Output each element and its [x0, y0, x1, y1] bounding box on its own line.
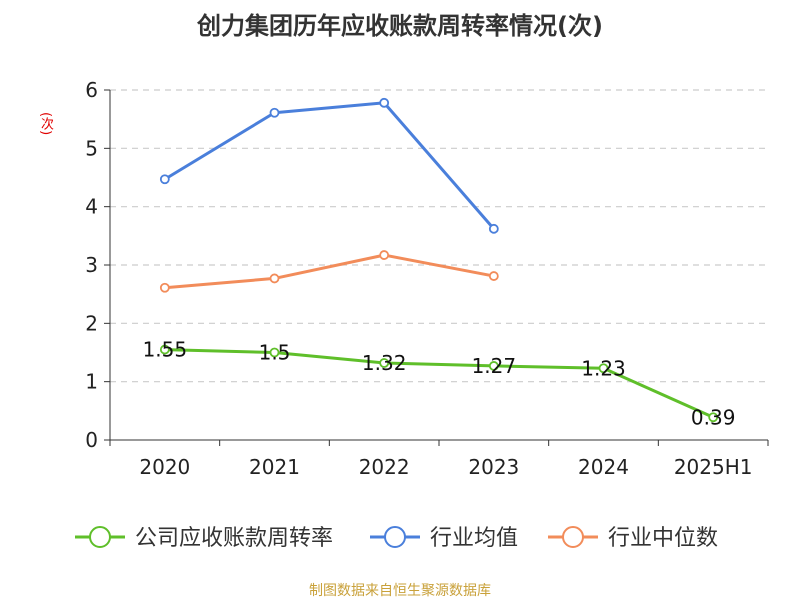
source-note: 制图数据来自恒生聚源数据库	[309, 583, 491, 599]
data-point	[708, 412, 719, 423]
y-tick-label: 1	[85, 370, 98, 394]
data-point	[269, 107, 280, 118]
grid-lines	[110, 89, 768, 383]
y-tick-label: 6	[85, 78, 98, 102]
data-label: 1.5	[259, 341, 291, 365]
data-point	[159, 344, 170, 355]
legend-label: 行业均值	[430, 526, 518, 551]
legend-label: 行业中位数	[608, 526, 718, 551]
legend-item[interactable]: 行业中位数	[548, 526, 718, 551]
data-point	[159, 282, 170, 293]
data-point	[488, 223, 499, 234]
data-label: 0.39	[691, 405, 736, 429]
data-point	[379, 358, 390, 368]
x-tick-label: 2025H1	[674, 455, 753, 479]
data-point	[379, 97, 390, 108]
y-tick-label: 4	[85, 195, 98, 219]
legend-label: 公司应收账款周转率	[135, 526, 333, 551]
data-point	[598, 363, 609, 374]
chart-title: 创力集团历年应收账款周转率情况(次)	[197, 12, 603, 40]
data-point	[269, 273, 280, 284]
data-point	[488, 271, 499, 281]
data-label: 1.23	[581, 356, 626, 380]
data-label: 1.55	[143, 338, 188, 362]
series-line	[164, 253, 495, 290]
y-tick-label: 2	[85, 311, 98, 335]
x-tick-label: 2021	[249, 455, 300, 479]
legend-item[interactable]: 公司应收账款周转率	[75, 526, 333, 551]
legend-item[interactable]: 行业均值	[370, 526, 518, 551]
series-layer	[159, 97, 719, 423]
data-point	[379, 250, 390, 260]
y-tick-label: 3	[85, 253, 98, 277]
x-tick-label: 2023	[468, 455, 519, 479]
legend[interactable]: 公司应收账款周转率 行业均值 行业中位数	[75, 526, 718, 551]
data-point	[488, 361, 499, 371]
axes: 0 1 2 3 4 5 6 2020 2021 2022 2023 2024 2025H1	[85, 78, 769, 479]
data-labels: 1.55 1.5 1.32 1.27 1.23 0.39	[143, 338, 736, 430]
y-axis-label: (次)	[38, 112, 53, 136]
y-tick-label: 0	[85, 428, 98, 452]
x-tick-label: 2024	[578, 455, 629, 479]
legend-marker	[562, 526, 584, 548]
data-point	[269, 347, 280, 358]
legend-marker	[89, 526, 111, 548]
y-tick-label: 5	[85, 136, 98, 160]
data-point	[159, 174, 170, 185]
series-line	[164, 101, 495, 230]
data-label: 1.32	[362, 351, 407, 375]
data-label: 1.27	[472, 354, 517, 378]
x-tick-label: 2020	[139, 455, 190, 479]
x-tick-label: 2022	[359, 455, 410, 479]
series-line	[164, 348, 714, 419]
legend-marker	[384, 526, 406, 548]
